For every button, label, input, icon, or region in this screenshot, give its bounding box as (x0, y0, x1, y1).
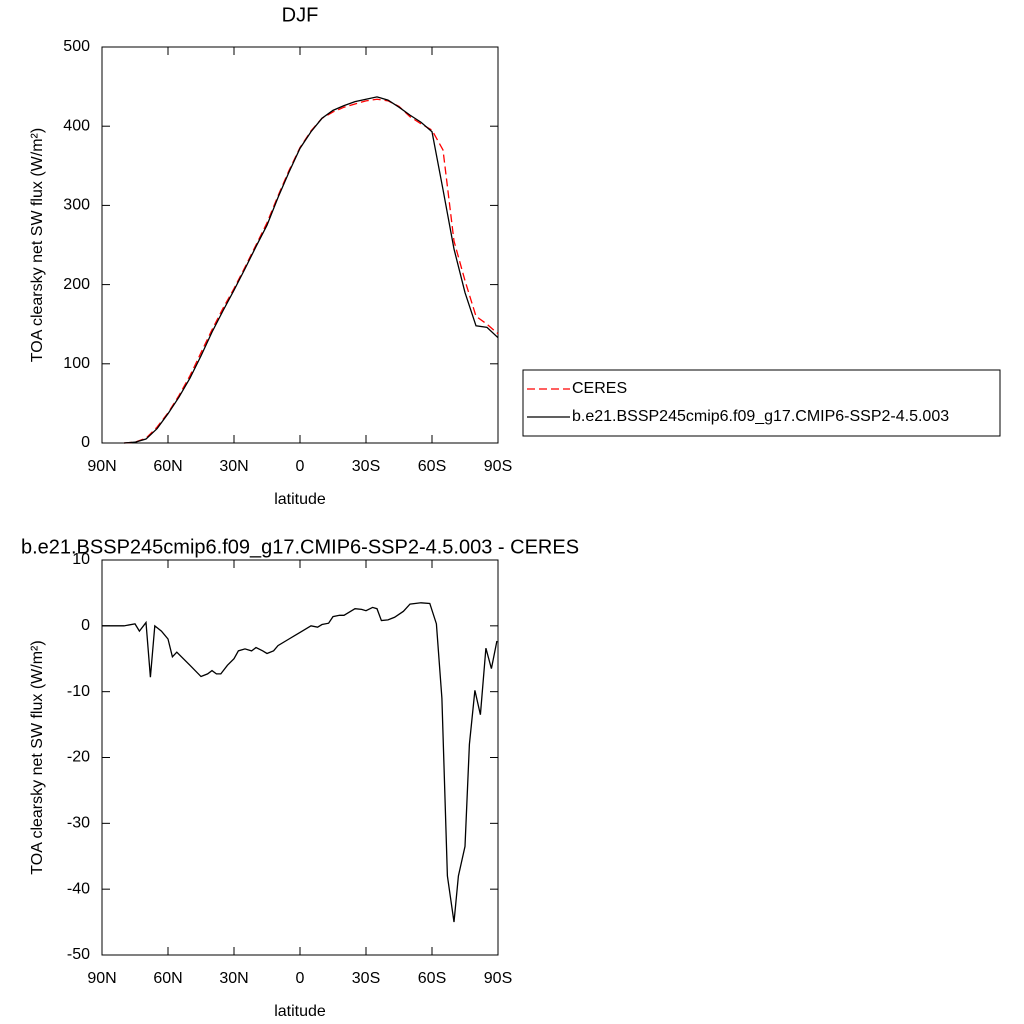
x-tick-label: 90S (484, 458, 512, 475)
x-tick-label: 0 (296, 458, 305, 475)
y-tick-label: -40 (67, 880, 90, 897)
x-axis-label: latitude (274, 1003, 326, 1020)
x-tick-label: 90S (484, 970, 512, 987)
chart-title: DJF (282, 4, 319, 26)
x-tick-label: 30S (352, 970, 380, 987)
y-tick-label: -20 (67, 749, 90, 766)
plot-frame (101, 559, 499, 956)
y-tick-label: 400 (63, 117, 90, 134)
data-line (123, 96, 499, 444)
legend-label: CERES (572, 380, 627, 397)
y-axis-label: TOA clearsky net SW flux (W/m²) (29, 640, 46, 874)
y-tick-label: -50 (67, 946, 90, 963)
x-axis-label: latitude (274, 491, 326, 508)
x-tick-label: 30N (219, 970, 248, 987)
x-tick-label: 30N (219, 458, 248, 475)
legend-box (522, 369, 1001, 437)
x-tick-label: 90N (87, 970, 116, 987)
data-line (102, 602, 498, 923)
y-tick-label: 0 (81, 434, 90, 451)
y-tick-label: 500 (63, 38, 90, 55)
plot-frame (101, 46, 499, 444)
x-tick-label: 60S (418, 970, 446, 987)
x-tick-label: 0 (296, 970, 305, 987)
y-tick-label: 300 (63, 197, 90, 214)
legend-label: b.e21.BSSP245cmip6.f09_g17.CMIP6-SSP2-4.… (572, 408, 949, 425)
y-tick-label: 200 (63, 276, 90, 293)
data-line (123, 98, 499, 444)
y-tick-label: -10 (67, 683, 90, 700)
x-tick-label: 60N (153, 458, 182, 475)
y-tick-label: -30 (67, 815, 90, 832)
x-tick-label: 90N (87, 458, 116, 475)
x-tick-label: 60S (418, 458, 446, 475)
x-tick-label: 60N (153, 970, 182, 987)
y-tick-label: 100 (63, 355, 90, 372)
chart-title: b.e21.BSSP245cmip6.f09_g17.CMIP6-SSP2-4.… (21, 536, 579, 558)
y-tick-label: 10 (72, 551, 90, 568)
y-axis-label: TOA clearsky net SW flux (W/m²) (29, 128, 46, 362)
x-tick-label: 30S (352, 458, 380, 475)
y-tick-label: 0 (81, 617, 90, 634)
